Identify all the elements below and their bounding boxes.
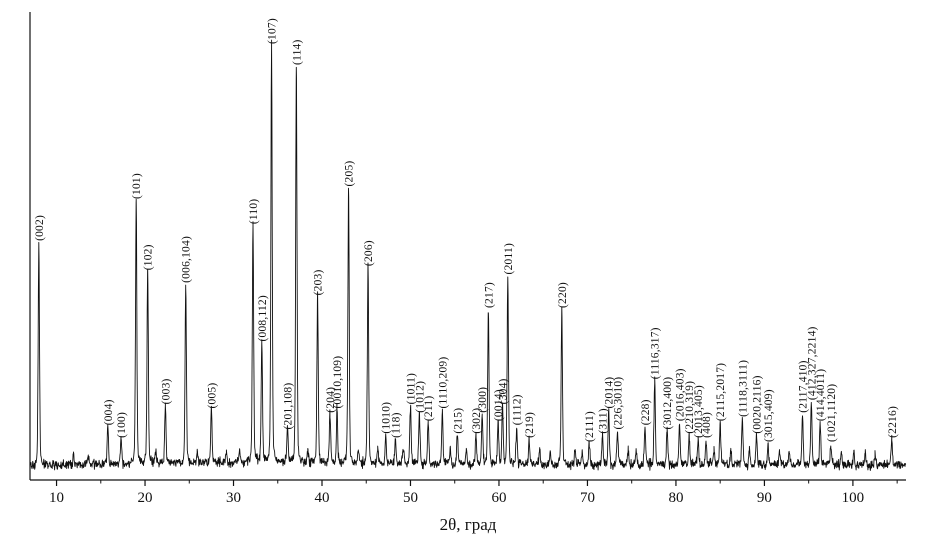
peak-hkl-label: (211)	[423, 396, 435, 421]
peak-hkl-label: (2013,405)	[693, 385, 705, 438]
peak-hkl-label: (003)	[160, 378, 172, 404]
peak-hkl-label: (304)	[498, 378, 510, 404]
peak-hkl-label: (0020,2116)	[751, 375, 763, 433]
peak-hkl-label: (2117,410)	[797, 360, 809, 412]
peak-hkl-label: (114)	[291, 39, 303, 64]
peak-hkl-label: (302)	[471, 408, 483, 434]
peak-hkl-label: (205)	[344, 161, 356, 187]
peak-hkl-label: (0010,109)	[332, 356, 344, 409]
peak-hkl-label: (005)	[206, 383, 218, 409]
peak-hkl-label: (220)	[557, 282, 569, 308]
peak-hkl-label: (311)	[597, 408, 609, 433]
peak-hkl-label: (228)	[640, 399, 652, 425]
peak-hkl-label: (1021,1120)	[826, 384, 838, 442]
peak-hkl-label: (107)	[267, 18, 279, 44]
diffraction-trace	[29, 39, 907, 471]
peak-hkl-label: (203)	[313, 269, 325, 295]
x-tick-label: 80	[668, 490, 683, 506]
peak-hkl-label: (004)	[103, 399, 115, 425]
peak-hkl-label: (1116,317)	[650, 327, 662, 379]
peak-hkl-label: (204)	[325, 387, 337, 413]
peak-hkl-label: (2016,403)	[674, 368, 686, 421]
peak-hkl-label: (226,3010)	[613, 377, 625, 430]
peak-hkl-label: (300)	[477, 387, 489, 413]
peak-hkl-label: (006,104)	[181, 236, 193, 283]
peak-hkl-label: (219)	[524, 412, 536, 438]
peak-hkl-label: (101)	[131, 173, 143, 199]
peak-hkl-label: (1010)	[381, 402, 393, 434]
peak-hkl-label: (412,327,2214)	[806, 326, 818, 400]
peak-hkl-label: (3015,409)	[763, 389, 775, 442]
peak-hkl-label: (201,108)	[282, 383, 294, 430]
peak-hkl-label: (217)	[483, 282, 495, 308]
peak-hkl-label: (2014)	[604, 377, 616, 409]
peak-hkl-label: (100)	[116, 412, 128, 438]
peak-hkl-label: (102)	[143, 244, 155, 270]
xrd-trace-line	[29, 39, 907, 471]
x-tick-label: 20	[138, 490, 153, 506]
x-tick-label: 40	[315, 490, 330, 506]
x-tick-label: 30	[226, 490, 241, 506]
x-tick-label: 50	[403, 490, 418, 506]
peak-hkl-label: (2115,2017)	[715, 363, 727, 421]
peak-hkl-label: (3012,400)	[662, 377, 674, 430]
peak-hkl-label: (206)	[363, 240, 375, 266]
peak-hkl-label: (414,4011)	[815, 369, 827, 421]
peak-hkl-label: (2210,319)	[684, 381, 696, 434]
peak-hkl-label: (1110,209)	[437, 357, 449, 409]
x-axis-title: 2θ, град	[440, 515, 497, 534]
peak-hkl-label: (008,112)	[257, 295, 269, 341]
peak-hkl-label: (1112)	[512, 394, 524, 425]
axes: 10 20 30 40 50 60 70 80 90 100	[29, 12, 906, 506]
peak-hkl-label: (110)	[248, 199, 260, 224]
peak-hkl-label: (1118,3111)	[737, 360, 749, 417]
x-tick-label: 60	[491, 490, 506, 506]
x-tick-label: 10	[49, 490, 64, 506]
peak-hkl-label: (2216)	[887, 406, 899, 438]
peak-hkl-label: (408)	[701, 412, 713, 438]
peak-hkl-label: (2111)	[584, 411, 596, 442]
x-tick-label: 90	[757, 490, 772, 506]
peak-labels: (002) (004) (100) (101) (102) (003) (006,104) (…	[34, 18, 899, 442]
peak-hkl-label: (215)	[452, 408, 464, 434]
peak-hkl-label: (0014)	[493, 389, 505, 421]
x-tick-label: 100	[842, 490, 865, 506]
peak-hkl-label: (002)	[34, 215, 46, 241]
peak-hkl-label: (1012)	[414, 381, 426, 413]
peak-hkl-label: (118)	[390, 412, 402, 437]
peak-hkl-label: (2011)	[503, 243, 515, 274]
x-tick-label: 70	[580, 490, 595, 506]
peak-hkl-label: (1011)	[405, 373, 417, 404]
